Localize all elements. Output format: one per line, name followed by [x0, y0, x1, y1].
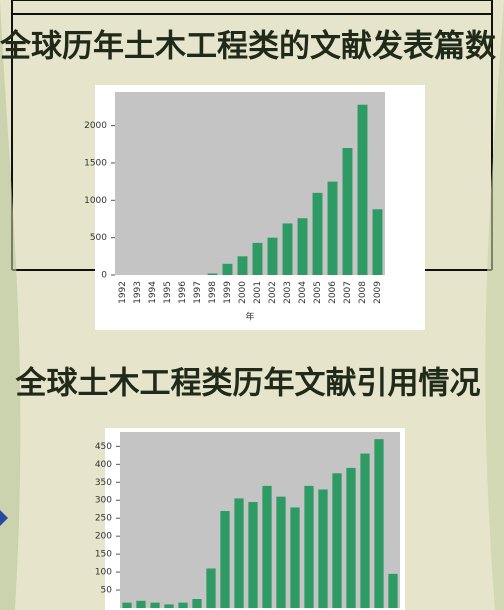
bar — [164, 604, 174, 608]
y-tick-label: 1000 — [84, 196, 107, 206]
bar — [150, 602, 160, 608]
bar — [318, 489, 328, 608]
chart-title: 全球历年土木工程类的文献发表篇数 — [0, 29, 496, 65]
x-tick-label: 2002 — [268, 281, 278, 304]
x-tick-label: 2000 — [238, 281, 248, 304]
x-tick-label: 2001 — [253, 281, 263, 304]
bar — [136, 600, 146, 608]
bar — [297, 218, 308, 275]
bar — [290, 507, 300, 608]
x-tick-label: 2004 — [298, 281, 308, 304]
x-tick-label: 2007 — [343, 281, 353, 304]
y-tick-label: 300 — [95, 496, 112, 506]
y-tick-label: 250 — [95, 514, 112, 524]
bar — [267, 237, 278, 275]
bar — [206, 568, 216, 608]
bar — [312, 192, 323, 275]
y-tick-label: 100 — [95, 568, 112, 578]
y-tick-label: 2000 — [84, 121, 107, 131]
x-axis-label: 年 — [245, 311, 254, 323]
plot-area — [120, 432, 400, 608]
bar — [252, 242, 263, 275]
x-tick-label: 1995 — [163, 281, 173, 304]
y-tick-label: 350 — [95, 478, 112, 488]
arrow — [0, 510, 8, 526]
x-tick-label: 2005 — [313, 281, 323, 304]
bar — [332, 473, 342, 608]
bar — [346, 467, 356, 608]
bar — [282, 223, 293, 275]
bar — [372, 209, 383, 275]
bar — [342, 148, 353, 275]
decoration-left — [0, 0, 21, 610]
x-tick-label: 2006 — [328, 281, 338, 304]
bar — [262, 485, 272, 608]
x-tick-label: 2008 — [358, 281, 368, 304]
y-tick-label: 400 — [95, 460, 112, 470]
bar — [222, 263, 233, 275]
x-tick-label: 2003 — [283, 281, 293, 304]
bar — [276, 496, 286, 608]
chart-title: 全球土木工程类历年文献引用情况 — [15, 366, 481, 402]
bar — [234, 498, 244, 608]
bar — [327, 181, 338, 275]
bar — [360, 453, 370, 608]
plot-area — [115, 92, 385, 275]
x-tick-label: 1993 — [133, 281, 143, 304]
x-tick-label: 1996 — [178, 281, 188, 304]
bar — [237, 256, 248, 275]
y-tick-label: 500 — [90, 233, 107, 243]
bar — [248, 502, 258, 608]
bar — [357, 104, 368, 275]
bar — [122, 602, 132, 608]
top-bar — [11, 0, 493, 15]
y-tick-label: 0 — [101, 271, 107, 281]
bar — [178, 602, 188, 608]
x-tick-label: 1997 — [193, 281, 203, 304]
bar — [207, 273, 218, 275]
decoration-right — [485, 0, 504, 610]
bar — [304, 485, 314, 608]
x-tick-label: 1994 — [148, 281, 158, 304]
y-tick-label: 200 — [95, 532, 112, 542]
x-tick-label: 1999 — [223, 281, 233, 304]
x-tick-label: 1998 — [208, 281, 218, 304]
x-tick-label: 1992 — [118, 281, 128, 304]
bar — [220, 511, 230, 608]
y-tick-label: 150 — [95, 550, 112, 560]
x-tick-label: 2009 — [373, 281, 383, 304]
bar — [388, 573, 398, 608]
y-tick-label: 1500 — [84, 158, 107, 168]
y-tick-label: 50 — [101, 586, 113, 596]
bar — [374, 439, 384, 608]
y-tick-label: 450 — [95, 442, 112, 452]
bar — [192, 599, 202, 608]
